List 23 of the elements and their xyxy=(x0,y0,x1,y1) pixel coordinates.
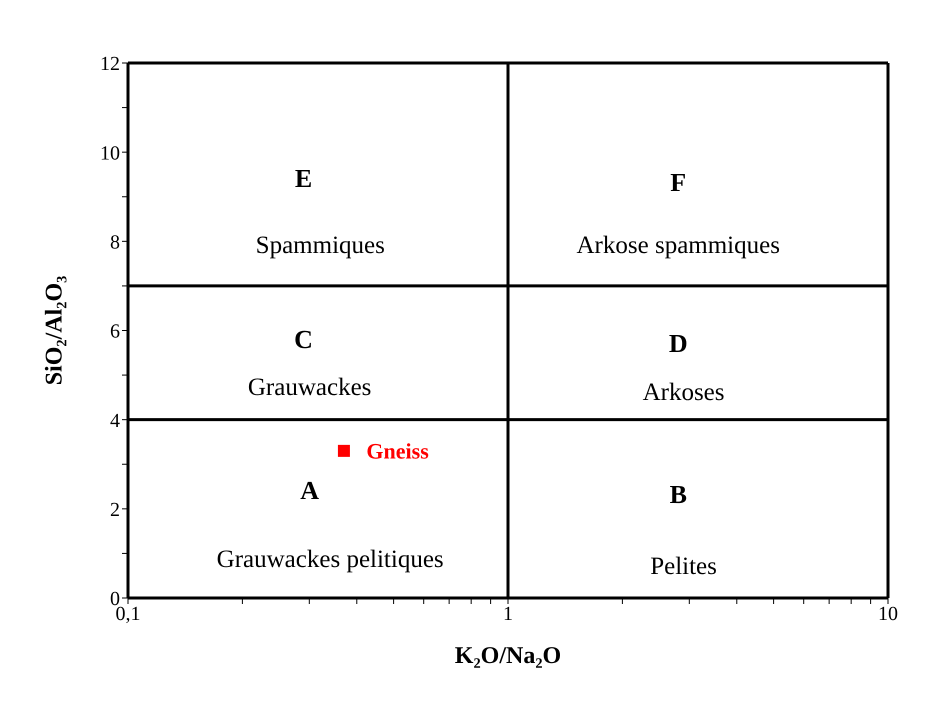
annotation: Arkose spammiques xyxy=(576,232,780,260)
y-tick-label: 10 xyxy=(100,142,120,164)
annotation: E xyxy=(294,164,312,194)
annotation: Pelites xyxy=(650,552,717,581)
x-tick-label: 10 xyxy=(878,603,898,626)
y-tick-label: 4 xyxy=(110,410,120,432)
annotation: B xyxy=(670,480,687,510)
y-axis-title: SiO₂/Al₂O₃ xyxy=(42,276,68,386)
series-label: Gneiss xyxy=(366,438,430,464)
y-tick-label: 8 xyxy=(110,231,120,254)
x-axis-title: K₂O/Na₂O xyxy=(454,643,562,669)
y-tick-label: 2 xyxy=(110,498,120,521)
annotation: Spammiques xyxy=(256,232,385,260)
annotation: Grauwackes pelitiques xyxy=(216,546,444,574)
annotation: Grauwackes xyxy=(248,374,372,402)
annotation: A xyxy=(300,476,320,506)
annotation: Arkoses xyxy=(642,379,725,408)
x-tick-label: 1 xyxy=(503,603,513,626)
annotation: C xyxy=(294,324,313,355)
y-tick-label: 6 xyxy=(110,320,120,343)
y-tick-label: 12 xyxy=(100,53,120,76)
annotation: F xyxy=(670,168,686,198)
annotation: D xyxy=(668,328,688,359)
